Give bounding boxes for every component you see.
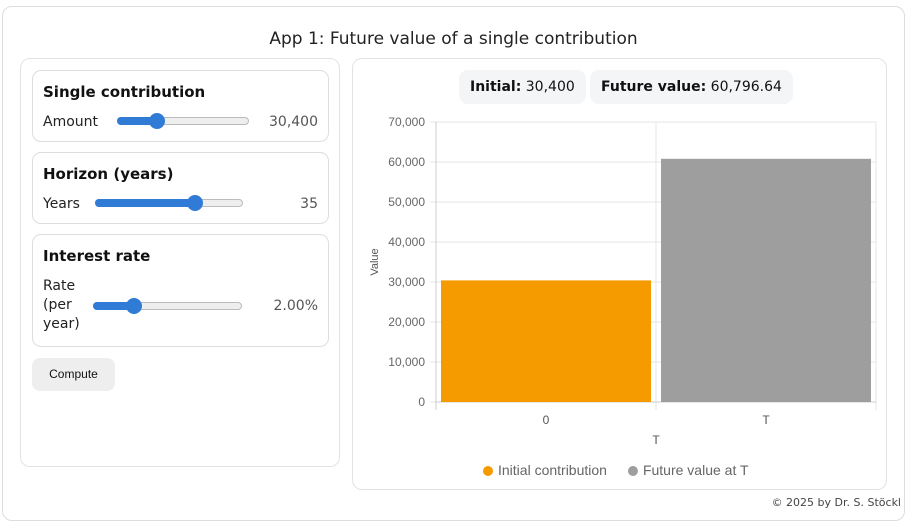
bar-0	[441, 280, 651, 402]
page-title: App 1: Future value of a single contribu…	[269, 29, 638, 49]
years-slider[interactable]	[95, 195, 243, 211]
amount-slider[interactable]	[117, 113, 249, 129]
horizon-heading: Horizon (years)	[43, 165, 174, 183]
y-tick-label: 10,000	[388, 355, 425, 369]
compute-button[interactable]: Compute	[32, 358, 115, 391]
rate-value: 2.00%	[273, 298, 318, 314]
future-summary: Future value: 60,796.64	[590, 70, 793, 104]
bar-1	[661, 158, 871, 402]
initial-summary: Initial: 30,400	[459, 70, 586, 104]
years-label: Years	[43, 196, 80, 212]
slider-thumb[interactable]	[149, 113, 165, 129]
results-panel: Initial: 30,400 Future value: 60,796.64	[352, 58, 887, 490]
x-tick-label: T	[762, 413, 770, 427]
x-tick-label: 0	[543, 413, 550, 427]
legend-item: Future value at T	[643, 462, 749, 478]
horizon-card: Horizon (years) Years 35	[32, 152, 329, 224]
rate-heading: Interest rate	[43, 247, 151, 265]
footer: © 2025 by Dr. S. Stöckl	[771, 496, 901, 509]
amount-heading: Single contribution	[43, 83, 206, 101]
slider-thumb[interactable]	[125, 298, 142, 314]
y-tick-label: 70,000	[388, 115, 425, 129]
amount-label: Amount	[43, 114, 99, 130]
amount-card: Single contribution Amount 30,400	[32, 70, 329, 142]
initial-value: 30,400	[525, 79, 575, 95]
x-axis-label: T	[652, 433, 660, 447]
y-tick-label: 20,000	[388, 315, 425, 329]
legend-marker	[627, 466, 638, 476]
initial-label: Initial:	[470, 79, 522, 95]
years-value: 35	[300, 196, 318, 212]
y-tick-label: 30,000	[388, 275, 425, 289]
y-tick-label: 60,000	[388, 155, 425, 169]
y-tick-label: 50,000	[388, 195, 425, 209]
controls-panel: Single contribution Amount 30,400 Horizo…	[20, 58, 340, 467]
future-value: 60,796.64	[710, 79, 782, 95]
rate-card: Interest rate Rate (per year) 2.00%	[32, 234, 329, 347]
future-label: Future value:	[601, 79, 707, 95]
y-axis-label: Value	[369, 248, 381, 275]
rate-slider[interactable]	[93, 298, 242, 314]
slider-thumb[interactable]	[187, 195, 204, 211]
legend-item: Initial contribution	[498, 462, 607, 478]
rate-label: Rate (per year)	[43, 278, 80, 332]
y-tick-label: 0	[418, 395, 425, 409]
amount-value: 30,400	[269, 114, 318, 130]
legend-marker	[483, 466, 493, 476]
y-tick-label: 40,000	[388, 235, 425, 249]
